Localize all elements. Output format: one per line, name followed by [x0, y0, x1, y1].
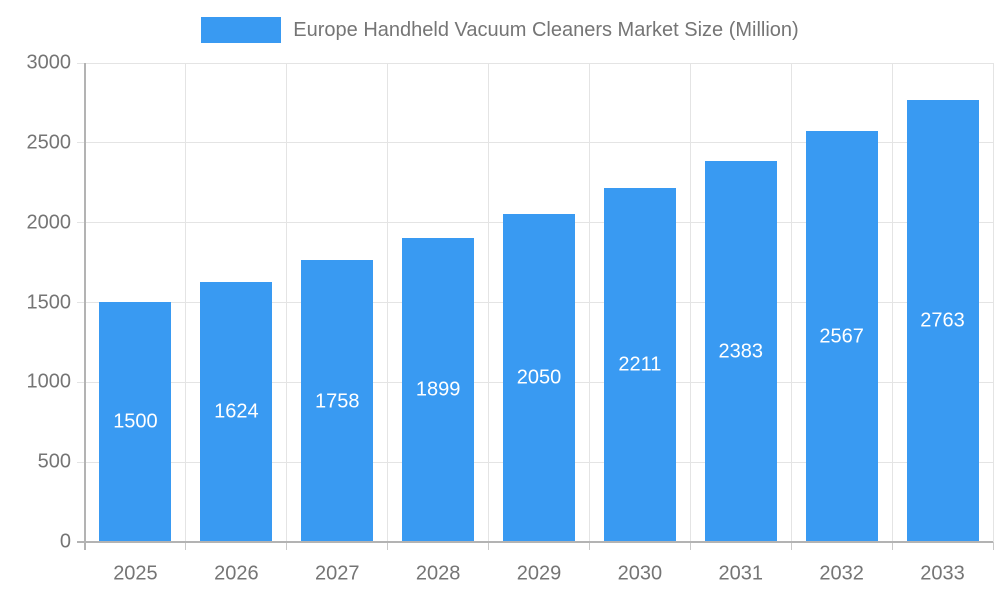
x-axis-label: 2029: [516, 562, 562, 585]
gridline-vertical: [185, 63, 187, 542]
x-tick: [286, 542, 288, 550]
x-tick: [185, 542, 187, 550]
x-axis-label: 2026: [214, 562, 259, 585]
bar-2032[interactable]: [805, 131, 878, 541]
bar-2027[interactable]: [301, 260, 374, 541]
y-axis-label: 1000: [26, 370, 72, 393]
x-axis-label: 2028: [415, 562, 461, 585]
x-axis-label: 2032: [819, 562, 864, 585]
x-tick: [992, 542, 994, 550]
legend-swatch[interactable]: [201, 17, 282, 43]
y-axis-label: 2000: [26, 211, 72, 234]
x-tick: [387, 542, 389, 550]
y-axis-line: [84, 63, 86, 550]
bar-2025[interactable]: [99, 301, 172, 541]
x-axis-label: 2031: [718, 562, 764, 585]
gridline-horizontal: [77, 62, 993, 64]
x-tick: [891, 542, 893, 550]
x-axis-label: 2027: [314, 562, 360, 585]
x-tick: [588, 542, 590, 550]
legend-label[interactable]: Europe Handheld Vacuum Cleaners Market S…: [293, 18, 799, 41]
bar-2033[interactable]: [906, 99, 979, 541]
y-axis-label: 500: [37, 450, 71, 473]
bar-2026[interactable]: [200, 281, 273, 541]
gridline-vertical: [387, 63, 389, 542]
y-axis-label: 0: [59, 530, 71, 553]
y-tick: [77, 541, 85, 543]
bar-2029[interactable]: [503, 213, 575, 541]
gridline-vertical: [992, 63, 994, 542]
x-axis-label: 2033: [920, 562, 965, 585]
x-tick: [488, 542, 490, 550]
bar-2028[interactable]: [402, 237, 475, 541]
plot-area: 0 500 1000 1500 2000 2500 3000 1500 2025 1624 2026…: [27, 52, 994, 585]
x-axis-line: [77, 541, 993, 543]
y-axis-label: 2500: [26, 131, 72, 154]
x-tick: [689, 542, 691, 550]
x-axis-label: 2025: [113, 562, 158, 585]
gridline-vertical: [286, 63, 288, 542]
gridline-vertical: [689, 63, 691, 542]
x-tick: [84, 542, 86, 550]
gridline-vertical: [588, 63, 590, 542]
gridline-vertical: [790, 63, 792, 542]
gridline-vertical: [891, 63, 893, 542]
y-axis-label: 3000: [26, 51, 72, 74]
y-axis-label: 1500: [26, 291, 72, 313]
x-axis-label: 2030: [617, 562, 663, 585]
legend[interactable]: Europe Handheld Vacuum Cleaners Market S…: [0, 17, 1000, 43]
bar-2030[interactable]: [603, 187, 676, 541]
gridline-vertical: [84, 63, 86, 542]
bar-2031[interactable]: [704, 160, 777, 541]
gridline-vertical: [488, 63, 490, 542]
x-tick: [790, 542, 792, 550]
